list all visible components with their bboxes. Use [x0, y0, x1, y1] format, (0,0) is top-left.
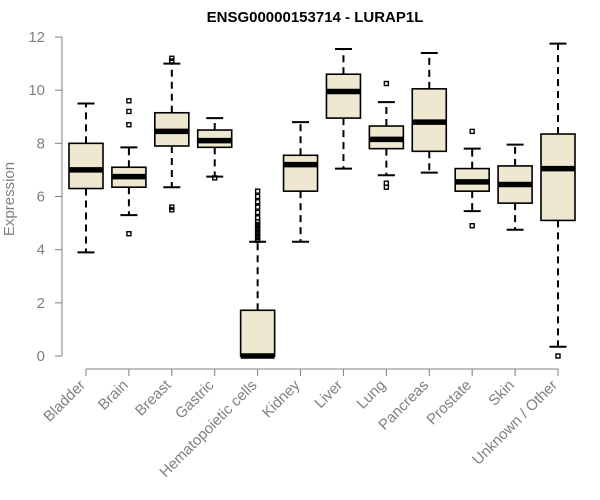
outlier-point — [469, 223, 475, 229]
y-tick-label: 4 — [37, 242, 45, 259]
x-tick-label: Bladder — [40, 377, 89, 426]
outlier-point — [254, 199, 261, 205]
y-tick-label: 10 — [28, 82, 45, 99]
box-group-hematopoietic-cells — [239, 188, 276, 359]
outlier-point — [555, 353, 561, 359]
outlier-point — [126, 122, 132, 128]
outlier-point — [254, 215, 261, 221]
box-group-unknown-other — [540, 42, 576, 359]
iqr-box — [325, 73, 362, 119]
iqr-box — [282, 154, 319, 192]
box-group-prostate — [454, 128, 490, 229]
outlier-point — [126, 108, 132, 115]
box-group-lung — [368, 80, 405, 190]
outlier-point — [254, 188, 261, 194]
box-group-brain — [111, 98, 147, 237]
box-group-pancreas — [411, 51, 448, 174]
outlier-point — [254, 204, 261, 210]
outlier-point — [169, 55, 175, 61]
y-tick-label: 0 — [37, 348, 45, 365]
outlier-point — [126, 231, 132, 237]
outlier-point — [212, 175, 218, 181]
y-tick-label: 2 — [37, 295, 45, 312]
box-group-bladder — [68, 102, 104, 254]
y-tick-label: 12 — [28, 29, 45, 46]
outlier-point — [169, 204, 175, 210]
outlier-point — [383, 80, 390, 87]
iqr-box — [239, 309, 276, 357]
box-group-gastric — [196, 117, 233, 181]
outlier-point — [254, 193, 261, 200]
x-tick-label: Liver — [311, 377, 346, 412]
box-group-kidney — [282, 121, 319, 243]
chart-title: ENSG00000153714 - LURAP1L — [207, 9, 424, 26]
x-tick-label: Kidney — [259, 376, 304, 421]
x-tick-label: Breast — [132, 376, 175, 419]
y-tick-label: 8 — [37, 135, 45, 152]
box-group-skin — [497, 143, 533, 231]
x-tick-label: Skin — [485, 377, 518, 410]
outlier-point — [383, 180, 390, 186]
y-axis: 0 2 4 6 8 10 12 — [28, 29, 63, 365]
y-tick-label: 6 — [37, 189, 45, 206]
x-tick-label: Prostate — [423, 377, 475, 429]
outlier-point — [254, 209, 261, 216]
y-axis-title: Expression — [1, 162, 18, 236]
x-tick-label: Lung — [354, 377, 390, 413]
outlier-point — [469, 128, 475, 135]
boxes-layer — [68, 42, 576, 359]
x-tick-label: Brain — [95, 377, 132, 414]
iqr-box — [68, 142, 104, 190]
box-group-breast — [154, 55, 190, 213]
iqr-box — [540, 133, 576, 222]
outlier-point — [126, 98, 132, 104]
box-group-liver — [325, 47, 362, 170]
